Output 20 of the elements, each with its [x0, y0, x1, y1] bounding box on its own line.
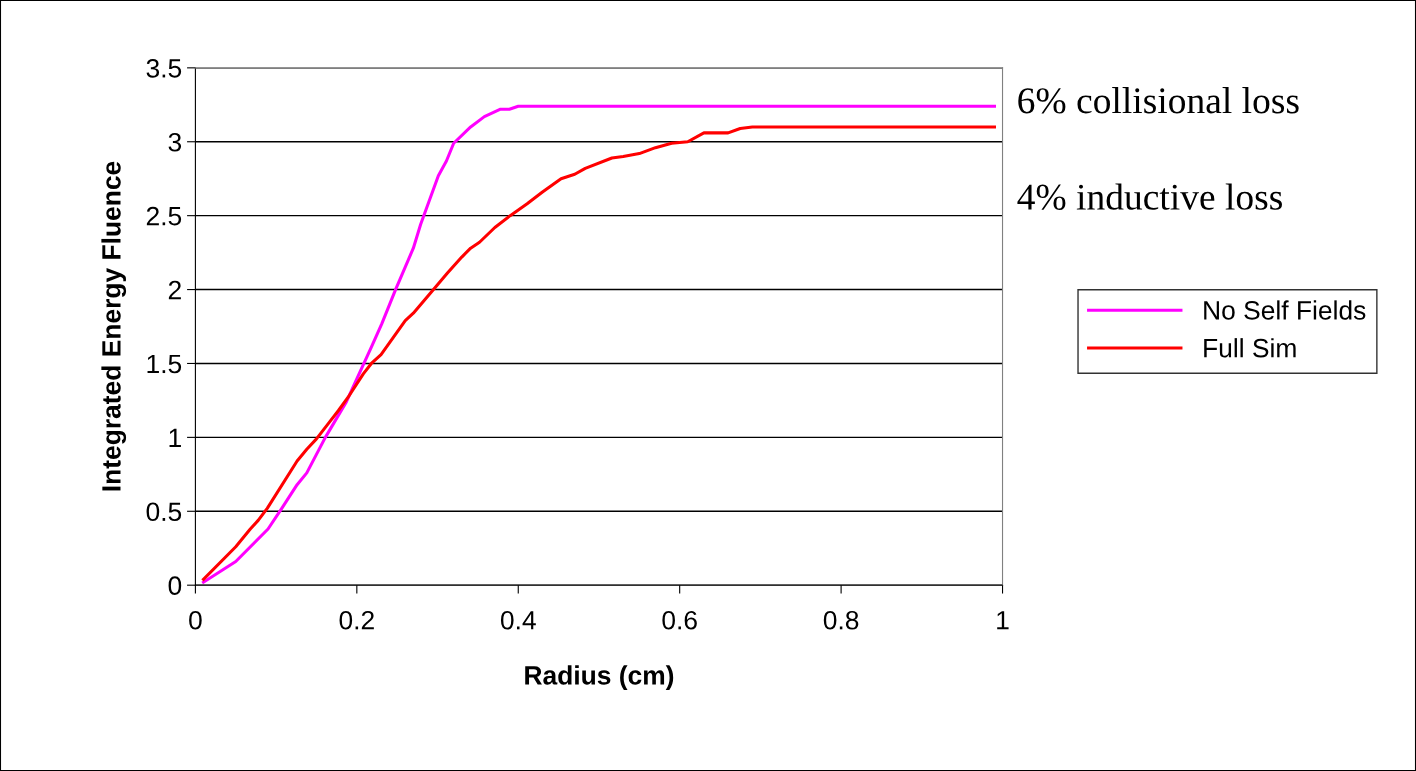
x-tick-label: 0 [189, 610, 202, 630]
x-tick-label: 0.4 [500, 610, 536, 630]
x-tick-label: 0.2 [339, 610, 374, 630]
y-tick-label: 2 [168, 280, 181, 300]
x-tick-label: 0.8 [823, 610, 859, 630]
text: 4% inductive loss [1017, 183, 1282, 210]
y-tick-label: 1.5 [147, 354, 182, 374]
y-tick-label: 3.5 [146, 58, 182, 78]
y-tick-label: 2.5 [146, 206, 182, 226]
y-tick-label: 0 [168, 576, 182, 596]
y-axis-title: Integrated Energy Fluence [101, 161, 127, 491]
y-tick-label: 3 [168, 132, 182, 152]
text: 6% collisional loss [1018, 87, 1299, 114]
x-tick-label: 1 [997, 611, 1009, 630]
x-tick-label: 0.6 [662, 610, 697, 630]
legend-label: Full Sim [1204, 338, 1296, 358]
y-tick-label: 0.5 [146, 502, 182, 522]
y-tick-label: 1 [169, 428, 181, 447]
legend-label: No Self Fields [1204, 300, 1366, 320]
x-axis-title: Radius (cm) [525, 665, 674, 690]
